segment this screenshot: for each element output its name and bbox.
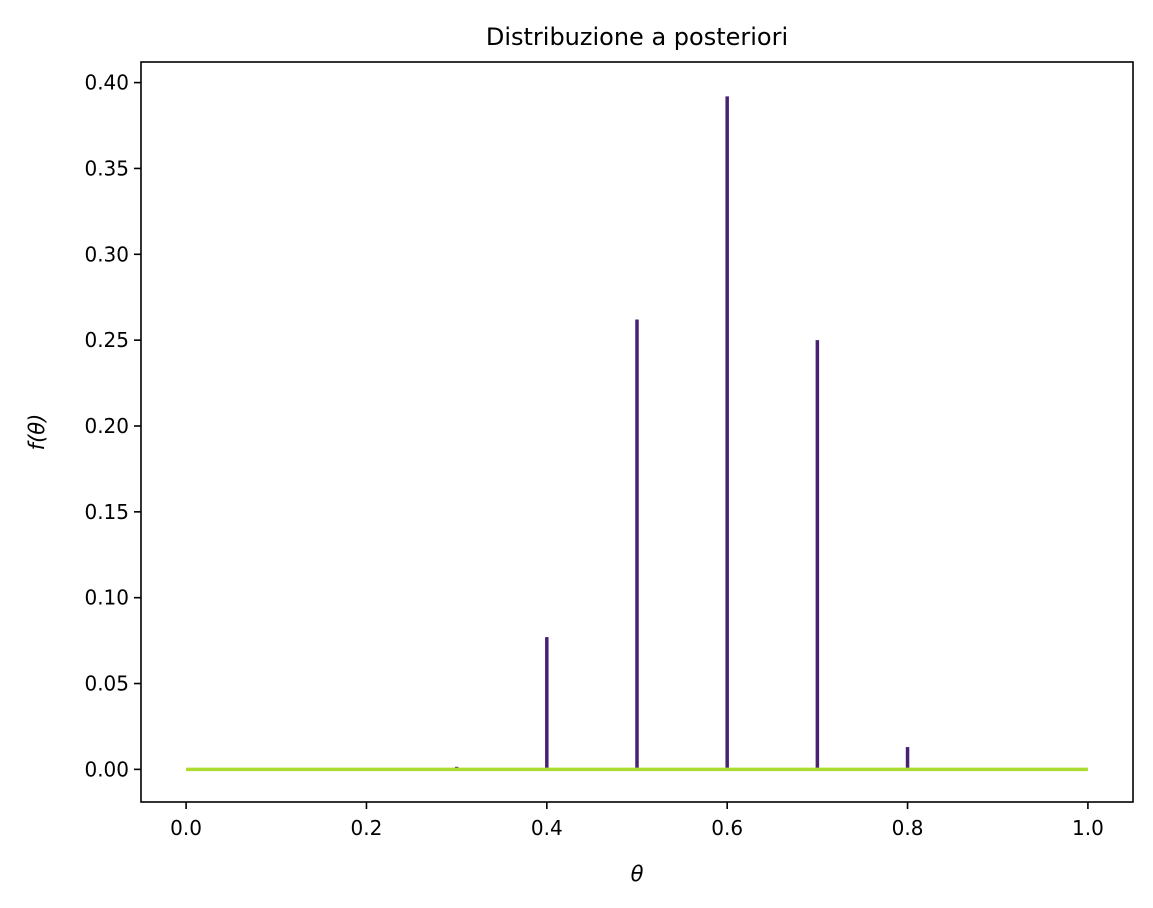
x-tick-label: 0.8: [892, 816, 924, 840]
x-tick-label: 0.6: [711, 816, 743, 840]
x-tick-label: 0.2: [351, 816, 383, 840]
plot-area: [186, 96, 1088, 772]
x-tick-label: 0.4: [531, 816, 563, 840]
y-tick-label: 0.10: [84, 586, 129, 610]
x-tick-label: 0.0: [170, 816, 202, 840]
y-axis-label: f(θ): [25, 414, 49, 451]
chart-title: Distribuzione a posteriori: [486, 23, 788, 51]
y-tick-label: 0.30: [84, 242, 129, 266]
y-axis: 0.00 0.05 0.10 0.15 0.20 0.25 0.30 0.35 0.40: [84, 71, 141, 781]
y-tick-label: 0.35: [84, 156, 129, 180]
y-tick-label: 0.25: [84, 328, 129, 352]
y-tick-label: 0.20: [84, 414, 129, 438]
y-tick-label: 0.05: [84, 672, 129, 696]
plot-frame: [140, 61, 1134, 803]
y-tick-label: 0.40: [84, 71, 129, 95]
y-tick-label: 0.15: [84, 500, 129, 524]
x-tick-label: 1.0: [1072, 816, 1104, 840]
x-axis-label: θ: [631, 862, 644, 886]
x-axis: 0.0 0.2 0.4 0.6 0.8 1.0: [170, 802, 1104, 840]
y-tick-label: 0.00: [84, 757, 129, 781]
